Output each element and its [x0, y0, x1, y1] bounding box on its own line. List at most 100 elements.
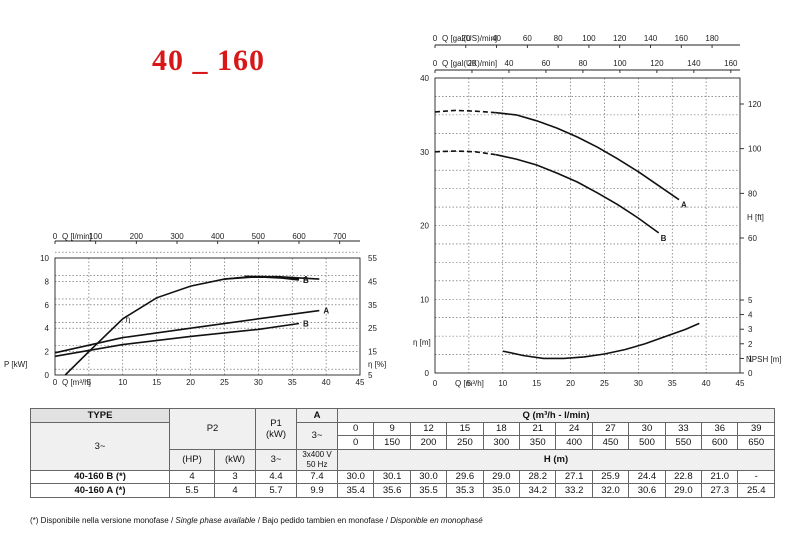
- head-value-cell: 35.6: [373, 483, 411, 498]
- y-tick-label: 0: [45, 371, 50, 380]
- top-tick-label: 0: [433, 34, 438, 43]
- top-tick-label: 160: [724, 59, 738, 68]
- y-tick-label: 6: [45, 301, 50, 310]
- head-value-cell: 34.2: [519, 483, 557, 498]
- q-lmin-cell: 150: [373, 435, 411, 450]
- y2-axis-label: η [%]: [368, 360, 386, 369]
- footnote-es: / Bajo pedido tambien en monofase /: [255, 516, 391, 525]
- top-tick-label: 300: [170, 232, 184, 241]
- y2-tick-label: 55: [368, 254, 377, 263]
- ft-tick-label: 100: [748, 145, 762, 154]
- x-axis-label: Q [m³/h]: [455, 379, 484, 388]
- npsh-tick-label: 5: [748, 296, 753, 305]
- x-tick-label: 20: [186, 378, 195, 387]
- p2-header: P2: [169, 408, 256, 450]
- head-value-cell: 30.0: [409, 469, 448, 484]
- row-type-cell: 40-160 B (*): [30, 469, 170, 484]
- x-tick-label: 0: [433, 379, 438, 388]
- q-header: Q (m³/h - l/min): [337, 408, 775, 423]
- q-lmin-cell: 600: [701, 435, 739, 450]
- x-tick-label: 0: [53, 378, 58, 387]
- top-tick-label: 700: [333, 232, 347, 241]
- head-value-cell: 35.4: [336, 483, 375, 498]
- x-tick-label: 5: [467, 379, 472, 388]
- top-tick-label: 100: [582, 34, 596, 43]
- row-a-cell: 9.9: [296, 483, 338, 498]
- head-value-cell: 30.0: [336, 469, 375, 484]
- top-tick-label: 200: [130, 232, 144, 241]
- ft-tick-label: 80: [748, 189, 757, 198]
- curve-label: B: [303, 276, 309, 285]
- voltage-cell: 3x400 V 50 Hz: [296, 448, 338, 471]
- eta-curve-label: η: [126, 315, 130, 324]
- curve-label: A: [681, 201, 687, 210]
- power-efficiency-chart: 0 5 10 15 20 25 30 35 40 45Q [m³/h]0 100 200 300 400 5…: [4, 232, 386, 387]
- q-m3h-cell: 30: [628, 421, 666, 436]
- ft-axis-label: H [ft]: [747, 213, 764, 222]
- y-axis-label-lower: η [m]: [413, 338, 431, 347]
- amp-phase-cell: 3~: [296, 421, 338, 450]
- row-type-cell: 40-160 A (*): [30, 483, 170, 498]
- y-tick-label: 10: [40, 254, 49, 263]
- x-tick-label: 25: [220, 378, 229, 387]
- curve-label: B: [661, 234, 667, 243]
- top-tick-label: 140: [644, 34, 658, 43]
- top-tick-label: 400: [211, 232, 225, 241]
- ft-tick-label: 120: [748, 100, 762, 109]
- q-m3h-cell: 0: [336, 421, 375, 436]
- curve-power-b: [54, 322, 300, 358]
- q-m3h-cell: 12: [409, 421, 448, 436]
- top-axis-us-label: Q [gal(US)/min]: [442, 34, 497, 43]
- plot-frame: [54, 257, 361, 376]
- top-axis-label: Q [l/min]: [62, 232, 92, 241]
- head-value-cell: 29.0: [482, 469, 521, 484]
- row-hp-cell: 4: [169, 469, 215, 484]
- phase-cell: 3~: [30, 421, 170, 471]
- y2-tick-label: 5: [368, 371, 373, 380]
- q-lmin-cell: 200: [409, 435, 448, 450]
- top-tick-label: 40: [492, 34, 501, 43]
- x-tick-label: 15: [152, 378, 161, 387]
- q-m3h-cell: 33: [664, 421, 703, 436]
- x-tick-label: 25: [600, 379, 609, 388]
- footnote-lead: (*) Disponibile nella versione monofase …: [30, 516, 176, 525]
- head-value-cell: 35.0: [482, 483, 521, 498]
- curve-power-a: [54, 309, 320, 354]
- curve-b: [495, 153, 660, 234]
- x-tick-label: 15: [532, 379, 541, 388]
- x-tick-label: 10: [498, 379, 507, 388]
- y2-tick-label: 45: [368, 277, 377, 286]
- head-value-cell: 27.3: [701, 483, 739, 498]
- top-tick-label: 100: [89, 232, 103, 241]
- y-tick-label: 2: [45, 348, 50, 357]
- y-tick-label: 0: [425, 369, 430, 378]
- head-value-cell: 29.6: [446, 469, 484, 484]
- q-lmin-cell: 650: [737, 435, 775, 450]
- x-tick-label: 30: [254, 378, 263, 387]
- y-tick-label: 4: [45, 324, 50, 333]
- y2-tick-label: 25: [368, 324, 377, 333]
- q-m3h-cell: 18: [482, 421, 521, 436]
- q-lmin-cell: 0: [336, 435, 375, 450]
- top-tick-label: 60: [541, 59, 550, 68]
- top-axis-uk-label: Q [gal(UK)/min]: [442, 59, 497, 68]
- head-value-cell: 22.8: [664, 469, 703, 484]
- top-tick-label: 60: [523, 34, 532, 43]
- x-tick-label: 40: [322, 378, 331, 387]
- head-value-cell: 30.1: [373, 469, 411, 484]
- top-tick-label: 160: [675, 34, 689, 43]
- npsh-tick-label: 4: [748, 311, 753, 320]
- table-row: 40-160 A (*) 5.5 4 5.7 9.9 35.4 35.6 35.5 35.3 35…: [30, 483, 775, 498]
- head-value-cell: 25.4: [737, 483, 775, 498]
- top-tick-label: 80: [554, 34, 563, 43]
- footnote: (*) Disponibile nella versione monofase …: [30, 516, 483, 525]
- curve-a: [495, 111, 680, 201]
- npsh-axis-label: NPSH [m]: [746, 355, 782, 364]
- spec-table: TYPE P2 P1 (kW) A Q (m³/h - l/min) 3~ 3~…: [30, 408, 775, 498]
- q-lmin-cell: 400: [555, 435, 593, 450]
- type-header: TYPE: [30, 408, 170, 423]
- row-a-cell: 7.4: [296, 469, 338, 484]
- table-row: 40-160 B (*) 4 3 4.4 7.4 30.0 30.1 30.0 29.6 29.0…: [30, 469, 775, 484]
- top-tick-label: 20: [461, 34, 470, 43]
